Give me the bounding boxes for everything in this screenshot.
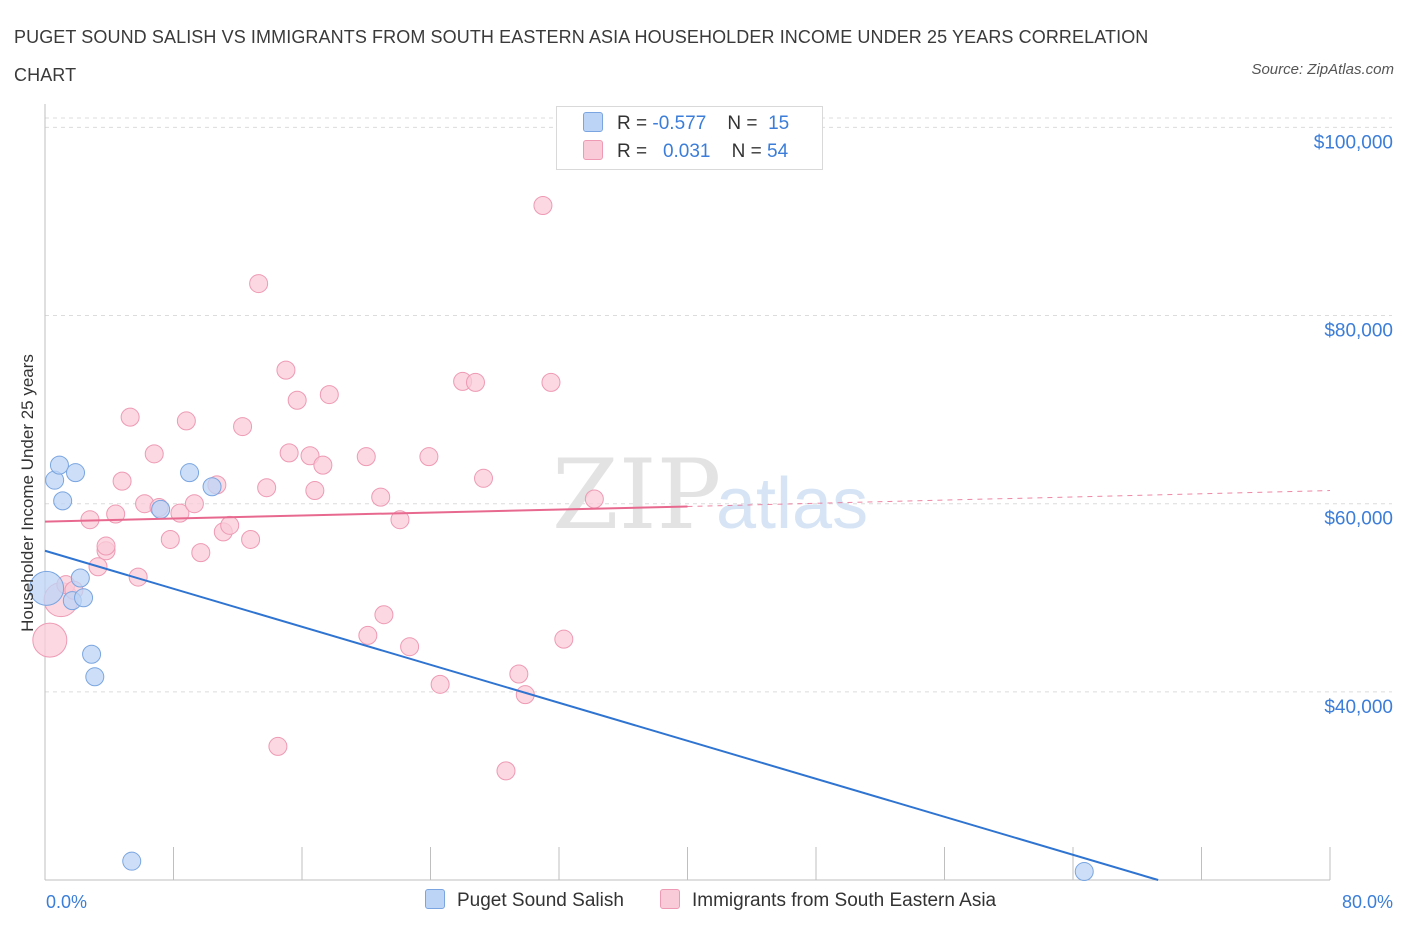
point-immigrants xyxy=(356,447,376,467)
chart-title: PUGET SOUND SALISH VS IMMIGRANTS FROM SO… xyxy=(14,27,1149,85)
trend-line-immigrants xyxy=(44,505,688,523)
point-immigrants xyxy=(430,674,450,694)
legend-swatch-pink xyxy=(583,140,603,160)
point-puget xyxy=(82,644,102,664)
legend-swatch-blue xyxy=(583,112,603,132)
point-immigrants xyxy=(233,417,253,437)
watermark-zip: ZIP xyxy=(552,439,721,551)
legend-row-pink: R = 0.031 N = 54 xyxy=(583,139,788,165)
point-puget xyxy=(74,588,94,608)
point-immigrants xyxy=(554,629,574,649)
y-tick-label: $40,000 xyxy=(1324,697,1393,718)
point-immigrants xyxy=(128,567,148,587)
point-immigrants xyxy=(358,625,378,645)
point-puget xyxy=(202,477,222,497)
trend-lines xyxy=(44,490,1331,881)
axes xyxy=(44,104,1331,881)
data-points xyxy=(29,195,1094,882)
legend-item-immigrants[interactable]: Immigrants from South Eastern Asia xyxy=(660,888,996,914)
x-tick-label-max: 80.0% xyxy=(1342,892,1393,912)
point-immigrants xyxy=(533,195,553,215)
point-immigrants xyxy=(371,487,391,507)
point-immigrants xyxy=(584,489,604,509)
y-tick-label: $60,000 xyxy=(1324,509,1393,530)
legend-label-puget: Puget Sound Salish xyxy=(457,890,624,911)
watermark: ZIP atlas xyxy=(552,439,868,551)
point-immigrants xyxy=(313,455,333,475)
point-immigrants xyxy=(184,494,204,514)
point-immigrants xyxy=(106,504,126,524)
point-immigrants xyxy=(419,447,439,467)
trend-line-puget xyxy=(44,549,1159,881)
point-immigrants xyxy=(400,637,420,657)
point-immigrants xyxy=(319,385,339,405)
r-label: R = xyxy=(617,113,648,134)
legend-swatch-immigrants xyxy=(660,889,680,909)
legend-swatch-puget xyxy=(425,889,445,909)
point-immigrants xyxy=(241,529,261,549)
point-immigrants xyxy=(144,444,164,464)
n-label: N = xyxy=(727,113,758,134)
point-puget xyxy=(29,570,65,606)
r-label: R = xyxy=(617,141,648,162)
n-value-blue: 15 xyxy=(768,113,790,134)
point-immigrants xyxy=(279,443,299,463)
y-axis-label: Householder Income Under 25 years xyxy=(18,354,37,632)
r-value-blue: -0.577 xyxy=(652,113,707,134)
point-immigrants xyxy=(176,411,196,431)
point-puget xyxy=(49,455,69,475)
point-immigrants xyxy=(160,529,180,549)
gridlines xyxy=(45,117,1392,693)
y-tick-label: $80,000 xyxy=(1324,321,1393,342)
point-immigrants xyxy=(96,536,116,556)
point-immigrants xyxy=(120,407,140,427)
point-immigrants xyxy=(465,372,485,392)
point-puget xyxy=(180,463,200,483)
point-immigrants xyxy=(32,622,68,658)
x-tick-label-min: 0.0% xyxy=(46,892,87,912)
point-puget xyxy=(66,463,86,483)
point-puget xyxy=(1074,862,1094,882)
point-puget xyxy=(53,491,73,511)
point-immigrants xyxy=(390,510,410,530)
point-immigrants xyxy=(276,360,296,380)
point-immigrants xyxy=(305,481,325,501)
y-tick-label: $100,000 xyxy=(1314,132,1393,153)
trend-line-immigrants-extension xyxy=(687,490,1331,508)
legend-item-puget[interactable]: Puget Sound Salish xyxy=(425,888,624,914)
point-immigrants xyxy=(249,274,269,294)
point-immigrants xyxy=(374,605,394,625)
point-immigrants xyxy=(474,468,494,488)
point-immigrants xyxy=(300,446,320,466)
point-immigrants xyxy=(220,515,240,535)
point-immigrants xyxy=(112,471,132,491)
source-label: Source: ZipAtlas.com xyxy=(1251,61,1394,78)
point-immigrants xyxy=(287,390,307,410)
r-value-pink: 0.031 xyxy=(662,141,711,162)
point-puget xyxy=(85,667,105,687)
point-immigrants xyxy=(509,664,529,684)
point-immigrants xyxy=(257,478,277,498)
point-immigrants xyxy=(496,761,516,781)
legend-row-blue: R = -0.577 N = 15 xyxy=(583,111,789,137)
legend-label-immigrants: Immigrants from South Eastern Asia xyxy=(692,890,997,911)
point-puget xyxy=(70,568,90,588)
point-immigrants xyxy=(541,372,561,392)
point-puget xyxy=(151,499,171,519)
correlation-legend: R = -0.577 N = 15 R = 0.031 N = 54 xyxy=(556,106,823,170)
n-label: N = xyxy=(731,141,762,162)
point-puget xyxy=(122,851,142,871)
n-value-pink: 54 xyxy=(767,141,789,162)
point-immigrants xyxy=(191,543,211,563)
point-immigrants xyxy=(268,736,288,756)
y-tick-labels: $40,000 $60,000 $80,000 $100,000 xyxy=(1314,132,1393,717)
